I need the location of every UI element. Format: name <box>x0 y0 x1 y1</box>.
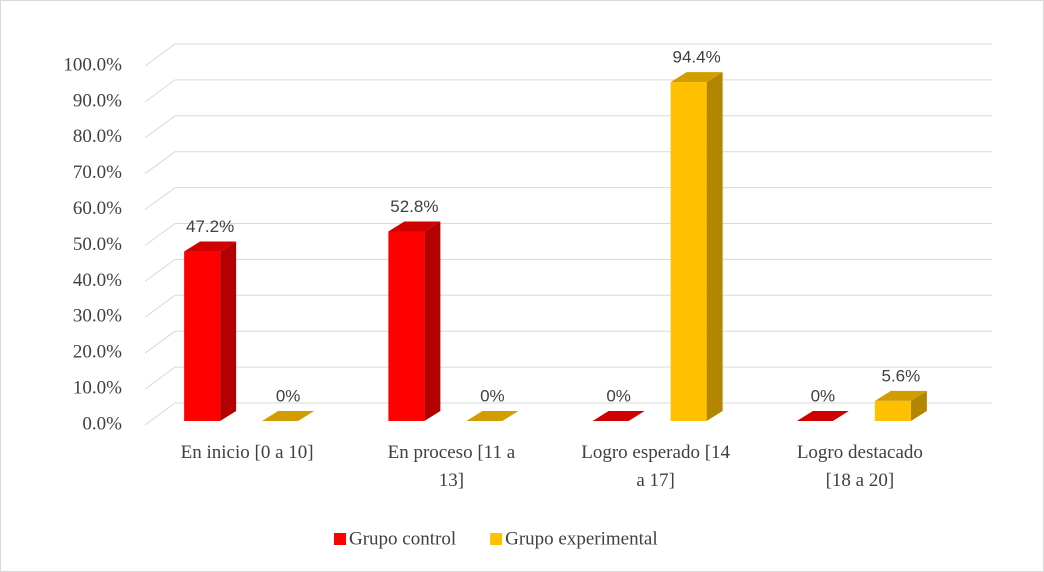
y-tick-label: 60.0% <box>73 198 122 219</box>
bar <box>466 411 519 421</box>
bar-side <box>706 72 723 421</box>
data-label: 0% <box>480 386 505 405</box>
data-label: 5.6% <box>882 366 921 385</box>
bar-front <box>388 231 425 421</box>
bar-front <box>670 82 707 421</box>
grid-side <box>144 223 176 246</box>
x-tick-label: Logro destacado [18 a 20] <box>797 442 923 491</box>
bar-top <box>184 241 237 252</box>
grid-side <box>144 330 176 354</box>
x-tick-label: En proceso [11 a 13] <box>388 442 516 491</box>
y-tick-label: 80.0% <box>73 126 122 147</box>
bar <box>388 221 441 421</box>
x-tick-label: En inicio [0 a 10] <box>181 442 314 463</box>
grid-side <box>144 151 176 175</box>
bar-side <box>220 241 237 421</box>
bar-top <box>874 390 927 401</box>
y-tick-label: 30.0% <box>73 306 122 327</box>
bar <box>670 72 723 421</box>
grid-side <box>144 187 176 211</box>
bar-top <box>388 221 441 232</box>
legend-label: Grupo control <box>349 528 456 549</box>
bar <box>262 411 315 421</box>
legend-label: Grupo experimental <box>505 528 657 549</box>
grid-side <box>144 258 176 282</box>
bar-side <box>910 390 927 421</box>
bar-front <box>874 400 911 421</box>
y-tick-label: 0.0% <box>82 413 122 434</box>
legend-swatch <box>490 533 503 545</box>
legend-swatch <box>334 533 346 545</box>
bar-top <box>670 72 723 83</box>
bar-top <box>592 411 645 421</box>
data-label: 94.4% <box>673 48 721 67</box>
x-tick-label: Logro esperado [14 a 17] <box>581 442 730 491</box>
bar <box>592 411 645 421</box>
data-label: 0% <box>811 386 836 405</box>
y-tick-label: 100.0% <box>63 54 122 75</box>
grid-side <box>144 294 176 318</box>
y-tick-label: 20.0% <box>73 342 122 363</box>
bar-top <box>466 411 519 421</box>
data-label: 0% <box>606 386 631 405</box>
grid-side <box>144 366 176 390</box>
grid-side <box>144 115 176 139</box>
y-tick-label: 10.0% <box>73 377 122 398</box>
bar <box>796 411 849 421</box>
y-tick-label: 70.0% <box>73 162 122 183</box>
bar-side <box>424 221 441 421</box>
bar <box>184 241 237 421</box>
grid-side <box>144 79 176 103</box>
y-tick-label: 90.0% <box>73 90 122 111</box>
y-tick-label: 50.0% <box>73 234 122 255</box>
data-label: 0% <box>276 386 301 405</box>
y-tick-label: 40.0% <box>73 270 122 291</box>
grid-side <box>144 402 176 426</box>
data-label: 52.8% <box>390 197 438 216</box>
data-label: 47.2% <box>186 217 234 236</box>
grid-side <box>144 43 176 67</box>
bar-top <box>262 411 315 421</box>
bar-top <box>796 411 849 421</box>
bar-front <box>184 251 221 421</box>
bar <box>874 390 927 421</box>
